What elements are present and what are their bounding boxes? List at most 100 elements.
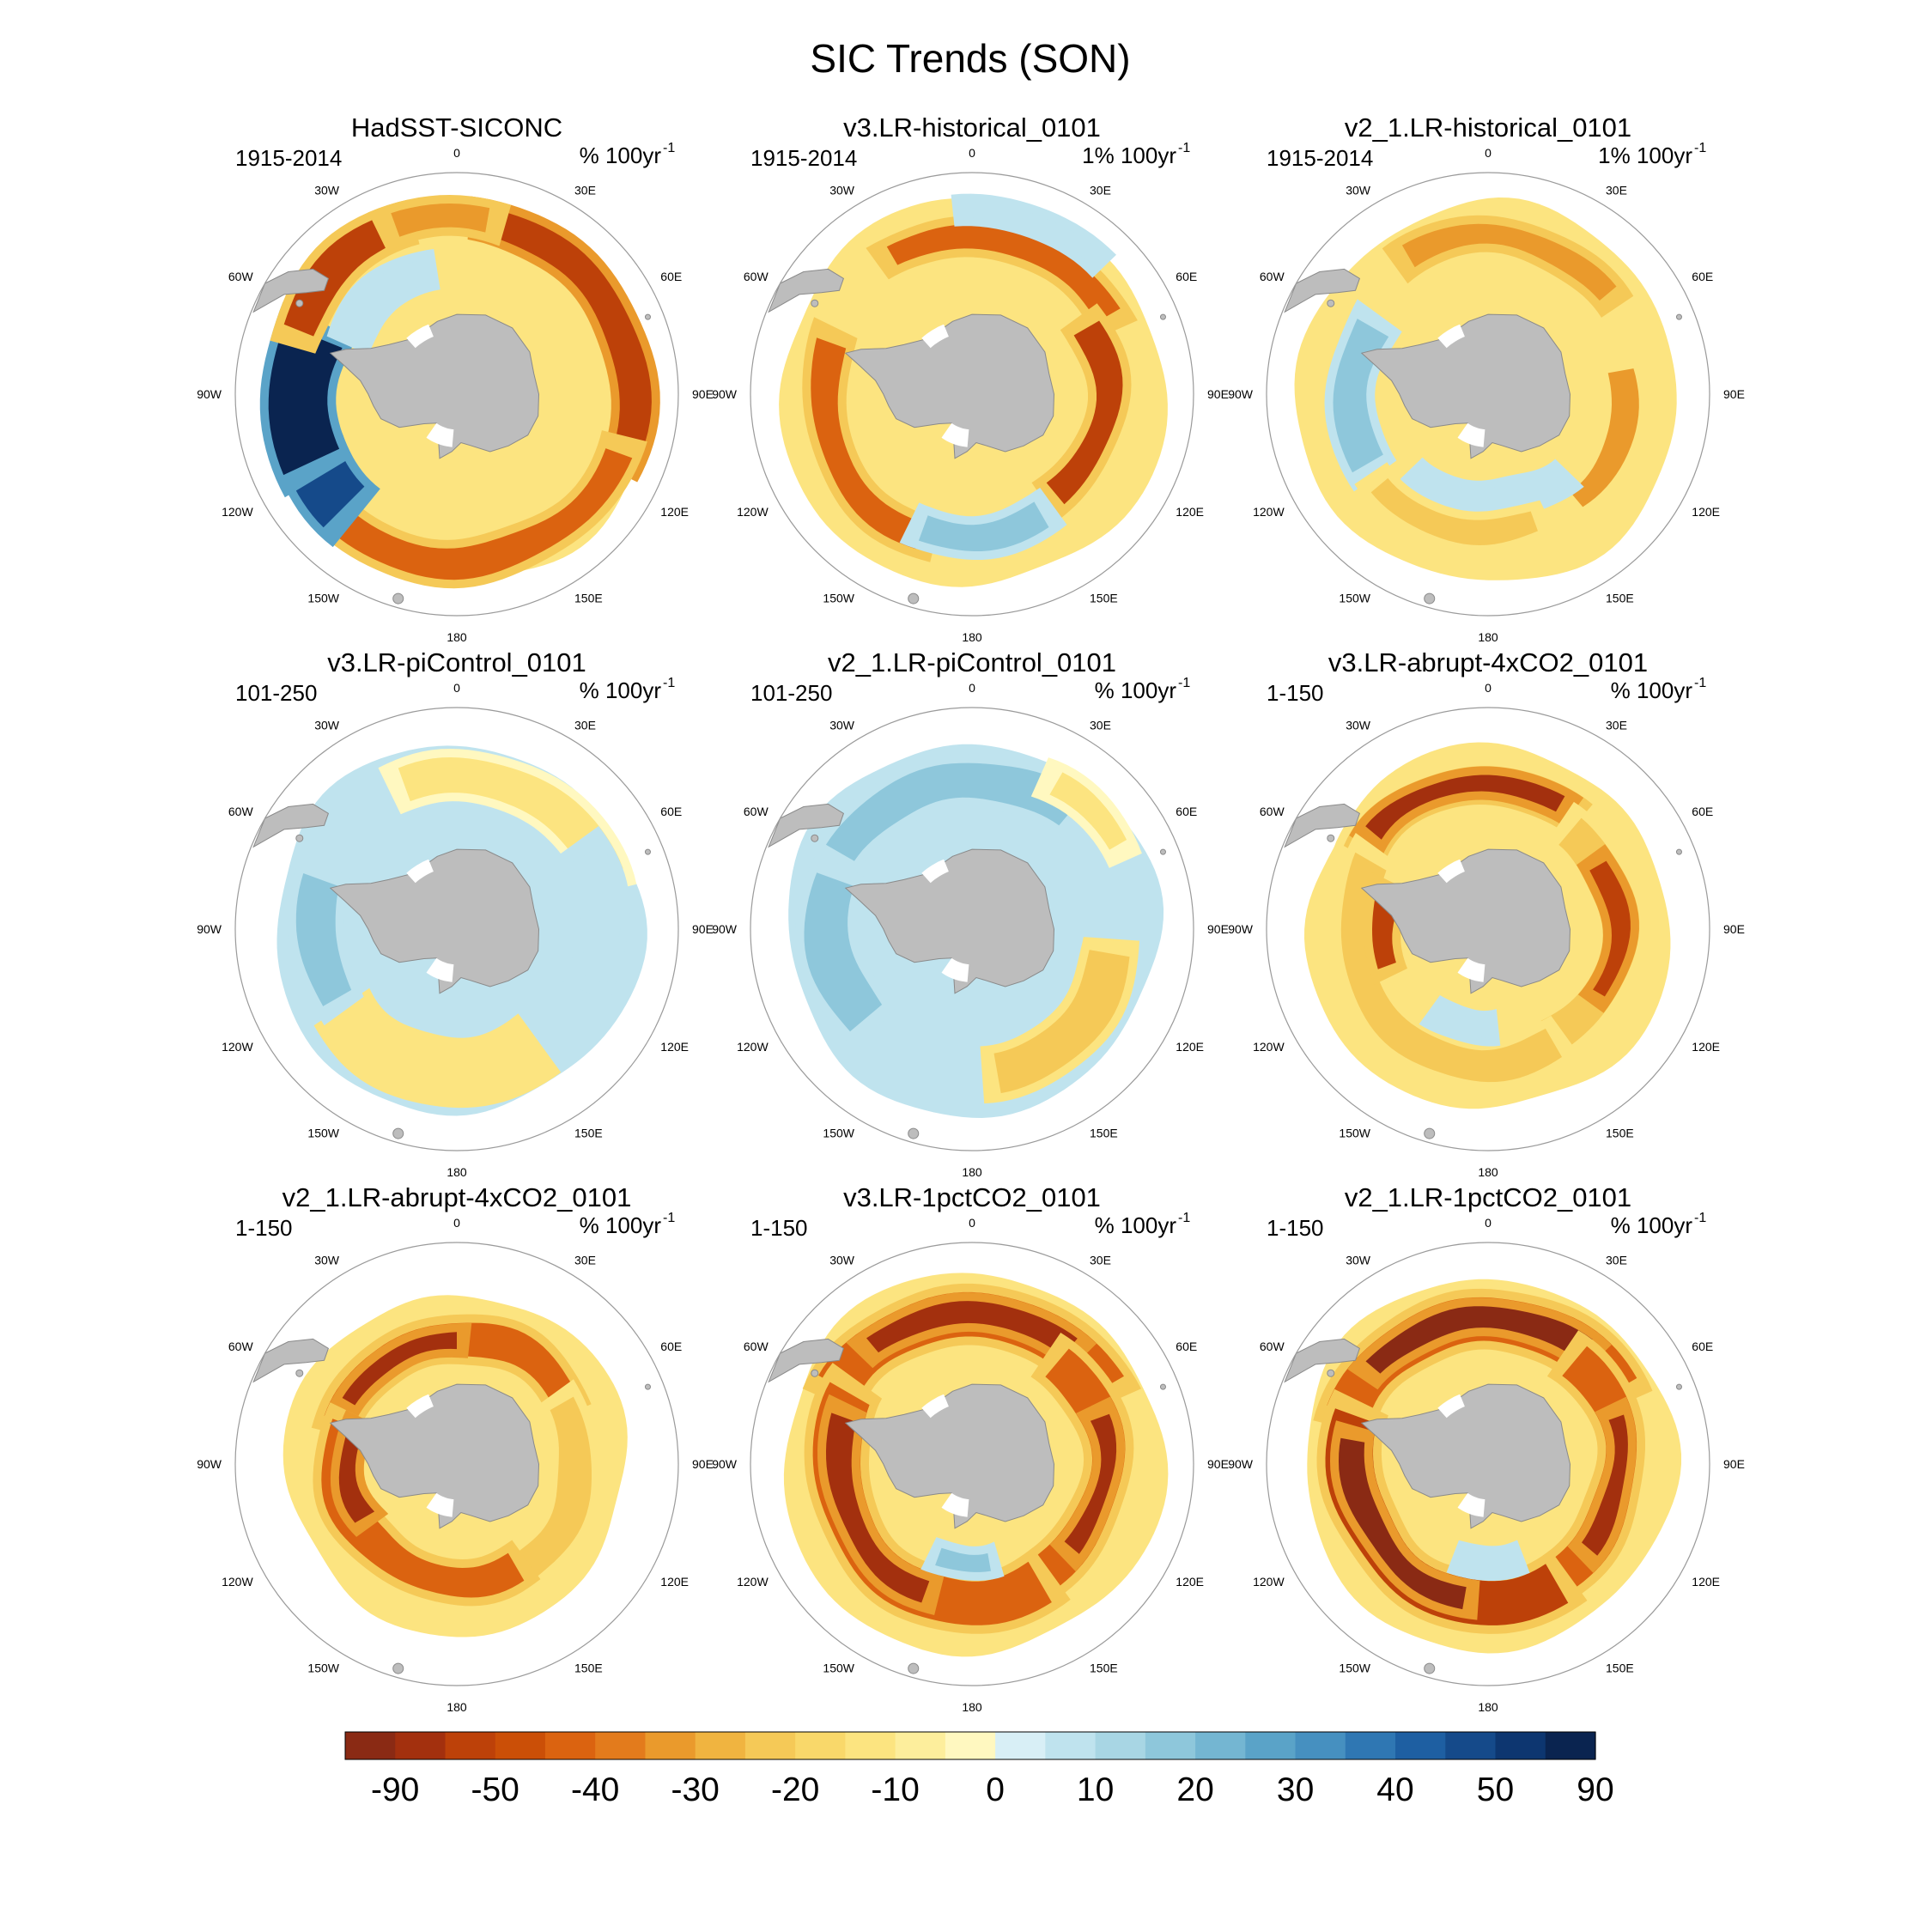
panel-units: % 100yr — [580, 677, 662, 703]
longitude-label: 0 — [1485, 1216, 1492, 1230]
longitude-label: 120W — [222, 1040, 253, 1054]
map-panel: v3.LR-piControl_0101 101-250 % 100yr -1 0 30E… — [197, 647, 714, 1179]
colorbar-swatch — [1395, 1732, 1446, 1759]
longitude-label: 60W — [1260, 270, 1285, 283]
longitude-label: 60W — [1260, 805, 1285, 818]
panel-period: 1915-2014 — [235, 145, 342, 171]
colorbar-swatch — [895, 1732, 946, 1759]
colorbar-swatch — [544, 1732, 596, 1759]
colorbar-swatch — [445, 1732, 496, 1759]
trend-band — [1582, 1414, 1628, 1556]
colorbar-swatch — [1245, 1732, 1297, 1759]
ross-ice-shelf — [941, 1492, 969, 1517]
longitude-label: 150W — [823, 1661, 854, 1674]
ross-ice-shelf — [941, 957, 969, 982]
longitude-label: 120E — [1176, 505, 1204, 519]
ronne-ice-shelf — [921, 324, 949, 349]
colorbar-swatch — [795, 1732, 846, 1759]
longitude-label: 90E — [1723, 387, 1745, 401]
trend-field — [768, 1273, 1169, 1674]
longitude-label: 60E — [660, 805, 682, 818]
panel-units: % 100yr — [1611, 677, 1693, 703]
longitude-label: 90W — [197, 1457, 222, 1471]
island — [1424, 1127, 1436, 1139]
panel-units-exponent: -1 — [1694, 676, 1706, 690]
colorbar-swatch — [1195, 1732, 1246, 1759]
ross-ice-shelf — [1457, 1492, 1485, 1517]
longitude-label: 150W — [1339, 591, 1370, 605]
longitude-label: 90E — [1207, 1457, 1229, 1471]
panel-units-exponent: -1 — [663, 141, 675, 155]
island — [1424, 1662, 1436, 1674]
longitude-label: 60W — [228, 805, 254, 818]
longitude-label: 180 — [962, 1165, 982, 1179]
colorbar-swatch — [645, 1732, 696, 1759]
colorbar-tick-label: -30 — [671, 1771, 720, 1808]
longitude-label: 180 — [1478, 1165, 1498, 1179]
map-panel: HadSST-SICONC 1915-2014 % 100yr -1 0 30E 60E 90… — [197, 112, 714, 644]
colorbar-tick-label: -90 — [371, 1771, 419, 1808]
figure-title: SIC Trends (SON) — [810, 36, 1130, 81]
longitude-label: 0 — [453, 681, 460, 695]
trend-band — [339, 259, 428, 342]
longitude-label: 120W — [222, 505, 253, 519]
longitude-label: 30E — [1606, 184, 1627, 197]
longitude-label: 30W — [1346, 184, 1371, 197]
longitude-label: 0 — [969, 146, 975, 160]
longitude-label: 90E — [1723, 922, 1745, 936]
trend-field — [252, 195, 660, 605]
longitude-label: 120E — [1692, 505, 1720, 519]
longitude-label: 90W — [712, 1457, 738, 1471]
ross-ice-shelf — [941, 422, 969, 447]
map-panel: v3.LR-1pctCO2_0101 1-150 % 100yr -1 0 30E 60E 9… — [712, 1182, 1229, 1714]
ronne-ice-shelf — [921, 1394, 949, 1419]
longitude-label: 30W — [829, 719, 855, 732]
longitude-label: 120W — [737, 1040, 769, 1054]
map-boundary — [234, 707, 679, 1151]
trend-band — [268, 324, 343, 476]
longitude-label: 60W — [744, 805, 769, 818]
panel-title: v2_1.LR-piControl_0101 — [828, 647, 1116, 677]
trend-band — [918, 501, 1049, 551]
island — [908, 592, 920, 605]
longitude-label: 90E — [1723, 1457, 1745, 1471]
longitude-label: 30W — [1346, 1254, 1371, 1267]
trend-band — [1370, 477, 1538, 545]
colorbar-swatch — [1045, 1732, 1097, 1759]
colorbar-swatch — [1095, 1732, 1146, 1759]
longitude-label: 120W — [737, 505, 769, 519]
trend-band — [972, 202, 1096, 259]
longitude-label: 90W — [712, 387, 738, 401]
longitude-label: 150W — [1339, 1661, 1370, 1674]
trend-band — [1570, 368, 1639, 507]
island — [295, 834, 304, 842]
longitude-label: 60E — [660, 270, 682, 283]
longitude-label: 30E — [574, 719, 596, 732]
map-boundary — [234, 1242, 679, 1686]
longitude-label: 60E — [1692, 1340, 1713, 1353]
ross-ice-shelf — [426, 957, 454, 982]
longitude-label: 60E — [1176, 805, 1197, 818]
trend-band — [568, 845, 622, 984]
longitude-label: 150E — [1090, 591, 1118, 605]
panel-title: v3.LR-piControl_0101 — [327, 647, 586, 677]
island — [811, 299, 819, 307]
longitude-label: 30W — [829, 1254, 855, 1267]
island — [908, 1662, 920, 1674]
panel-title: HadSST-SICONC — [351, 112, 562, 143]
panel-title: v3.LR-historical_0101 — [843, 112, 1101, 143]
colorbar-tick-label: -20 — [771, 1771, 819, 1808]
ronne-ice-shelf — [921, 859, 949, 884]
longitude-label: 0 — [453, 1216, 460, 1230]
longitude-label: 90E — [1207, 387, 1229, 401]
panel-units: % 100yr — [1095, 677, 1177, 703]
longitude-label: 30W — [314, 719, 340, 732]
longitude-label: 180 — [1478, 630, 1498, 644]
trend-band — [321, 1419, 525, 1598]
trend-field — [1284, 742, 1682, 1139]
panel-units: % 100yr — [580, 1212, 662, 1238]
colorbar-tick-label: 10 — [1077, 1771, 1114, 1808]
map-panel: v2_1.LR-piControl_0101 101-250 % 100yr -1 0 3… — [712, 647, 1229, 1179]
longitude-label: 30E — [1090, 719, 1111, 732]
